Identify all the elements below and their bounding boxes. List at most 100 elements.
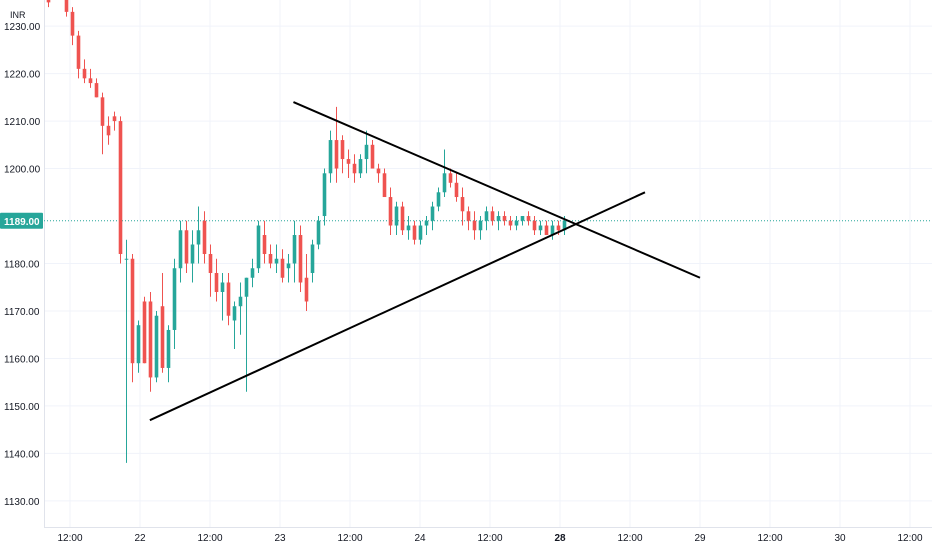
y-tick-label: 1210.00	[4, 117, 41, 128]
candle-body	[112, 116, 117, 122]
candle-body	[310, 244, 315, 273]
candle-body	[556, 225, 561, 231]
candle	[256, 220, 261, 273]
candle	[448, 168, 453, 188]
candle	[478, 216, 483, 240]
candle-body	[226, 282, 231, 316]
candle-body	[382, 173, 387, 198]
candle-body	[418, 225, 423, 240]
candle-body	[526, 216, 531, 221]
candle-body	[520, 216, 525, 221]
y-tick-label: 1230.00	[4, 22, 41, 33]
candle	[394, 201, 399, 236]
x-axis-ticks: 12:00 22 12:00 23 12:00 24 12:00 28 12:00 29 12:00…	[57, 533, 922, 544]
candle-body	[400, 206, 405, 231]
candle	[388, 187, 393, 236]
candle	[532, 216, 537, 236]
candle-body	[322, 173, 327, 217]
y-tick-label: 1220.00	[4, 70, 41, 81]
x-tick-label: 12:00	[57, 533, 82, 544]
candle-body	[388, 197, 393, 226]
candle-body	[76, 35, 81, 69]
candle-body	[232, 306, 237, 321]
candle-body	[424, 220, 429, 226]
trendlines[interactable]	[149, 101, 701, 422]
candle	[418, 220, 423, 245]
candle	[526, 211, 531, 226]
candle-body	[100, 97, 105, 126]
x-tick-label: 12:00	[337, 533, 362, 544]
candle	[400, 201, 405, 236]
candle	[424, 216, 429, 236]
candle	[376, 163, 381, 183]
candle	[502, 211, 507, 226]
candle	[484, 206, 489, 231]
candle-body	[430, 206, 435, 221]
candle	[406, 216, 411, 240]
candle-body	[88, 78, 93, 84]
candle	[202, 211, 207, 264]
candle-body	[316, 220, 321, 245]
candle-body	[454, 182, 459, 198]
support-trendline[interactable]	[149, 191, 646, 422]
candle	[322, 168, 327, 226]
y-tick-label: 1200.00	[4, 165, 41, 176]
candle-body	[64, 0, 69, 12]
candle	[172, 258, 177, 349]
candle	[514, 216, 519, 231]
candle	[442, 149, 447, 198]
candle	[70, 7, 75, 46]
candle	[298, 225, 303, 292]
candle-body	[178, 230, 183, 269]
candle	[46, 0, 51, 8]
candle	[160, 272, 165, 373]
candle	[142, 296, 147, 364]
candle-body	[214, 272, 219, 292]
candle	[538, 220, 543, 236]
candle-body	[358, 159, 363, 174]
candle	[76, 30, 81, 79]
candle	[118, 116, 123, 264]
x-tick-label: 12:00	[757, 533, 782, 544]
candle-body	[196, 230, 201, 245]
candle-body	[514, 220, 519, 226]
candle-body	[442, 173, 447, 193]
candle	[130, 254, 135, 383]
candle	[310, 239, 315, 283]
y-tick-label: 1140.00	[4, 449, 40, 460]
candle-body	[496, 216, 501, 221]
candle-body	[208, 254, 213, 273]
candle-body	[82, 68, 87, 79]
candle	[244, 277, 249, 392]
candle	[280, 249, 285, 283]
candle-body	[94, 83, 99, 98]
x-tick-label: 12:00	[197, 533, 222, 544]
resistance-trendline[interactable]	[293, 101, 701, 279]
candle	[370, 140, 375, 169]
candle	[124, 239, 129, 463]
candle	[238, 282, 243, 335]
candle-body	[46, 0, 51, 3]
candle	[550, 220, 555, 240]
candle-body	[472, 220, 477, 231]
candle	[466, 206, 471, 231]
candle-body	[562, 220, 567, 231]
candle-body	[292, 235, 297, 264]
candle-body	[220, 282, 225, 292]
candle-body	[286, 263, 291, 269]
candle-body	[256, 225, 261, 269]
candle	[166, 325, 171, 383]
x-tick-label: 28	[554, 533, 566, 544]
candle-body	[148, 301, 153, 378]
candle-body	[466, 211, 471, 221]
candle	[88, 68, 93, 88]
candle-body	[190, 244, 195, 264]
candle-body	[244, 277, 249, 297]
candle-body	[118, 121, 123, 255]
y-axis-ticks: 1230.00 1220.00 1210.00 1200.00 1180.00 1170.…	[4, 22, 41, 508]
candle-body	[436, 192, 441, 207]
candle-body	[460, 197, 465, 212]
candle-body	[160, 306, 165, 368]
candle-body	[136, 325, 141, 364]
